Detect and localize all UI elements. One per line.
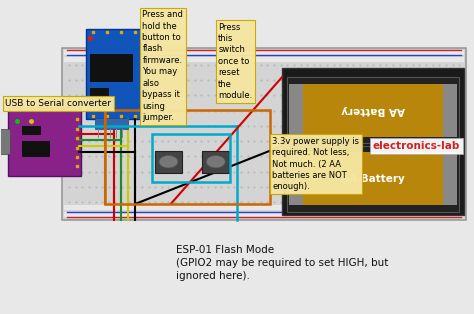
Text: Press and
hold the
button to
flash
firmware.
You may
also
bypass it
using
jumper: Press and hold the button to flash firmw…: [143, 10, 183, 122]
Bar: [62, 48, 466, 219]
Bar: [64, 212, 464, 217]
Bar: [287, 77, 459, 143]
Bar: [22, 126, 41, 135]
Bar: [64, 57, 464, 62]
Text: Press
this
switch
once to
reset
the
module.: Press this switch once to reset the modu…: [218, 23, 252, 100]
Bar: [64, 205, 464, 210]
Bar: [105, 110, 270, 204]
Bar: [0, 129, 10, 154]
Bar: [91, 54, 133, 82]
Bar: [287, 146, 459, 212]
Bar: [22, 141, 50, 157]
Bar: [289, 152, 303, 205]
Bar: [95, 118, 128, 129]
Bar: [64, 50, 464, 55]
Bar: [443, 84, 457, 137]
Circle shape: [206, 155, 225, 168]
Text: electronics-lab: electronics-lab: [373, 141, 460, 151]
Bar: [152, 133, 230, 182]
Text: 3.3v power supply is
required. Not less,
Not much. (2 AA
batteries are NOT
enoug: 3.3v power supply is required. Not less,…: [273, 137, 359, 192]
Bar: [155, 151, 182, 173]
Bar: [86, 29, 147, 120]
Text: AA Battery: AA Battery: [341, 105, 405, 115]
Bar: [91, 88, 109, 101]
Bar: [202, 151, 229, 173]
Bar: [289, 84, 303, 137]
Bar: [292, 152, 455, 205]
Text: ESP-01 Flash Mode
(GPIO2 may be required to set HIGH, but
ignored here).: ESP-01 Flash Mode (GPIO2 may be required…: [175, 245, 388, 281]
Bar: [282, 68, 464, 215]
Text: AA Battery: AA Battery: [341, 174, 405, 184]
Bar: [8, 107, 81, 176]
Text: USB to Serial converter: USB to Serial converter: [5, 99, 111, 108]
Bar: [292, 84, 455, 137]
Circle shape: [159, 155, 178, 168]
Bar: [443, 152, 457, 205]
